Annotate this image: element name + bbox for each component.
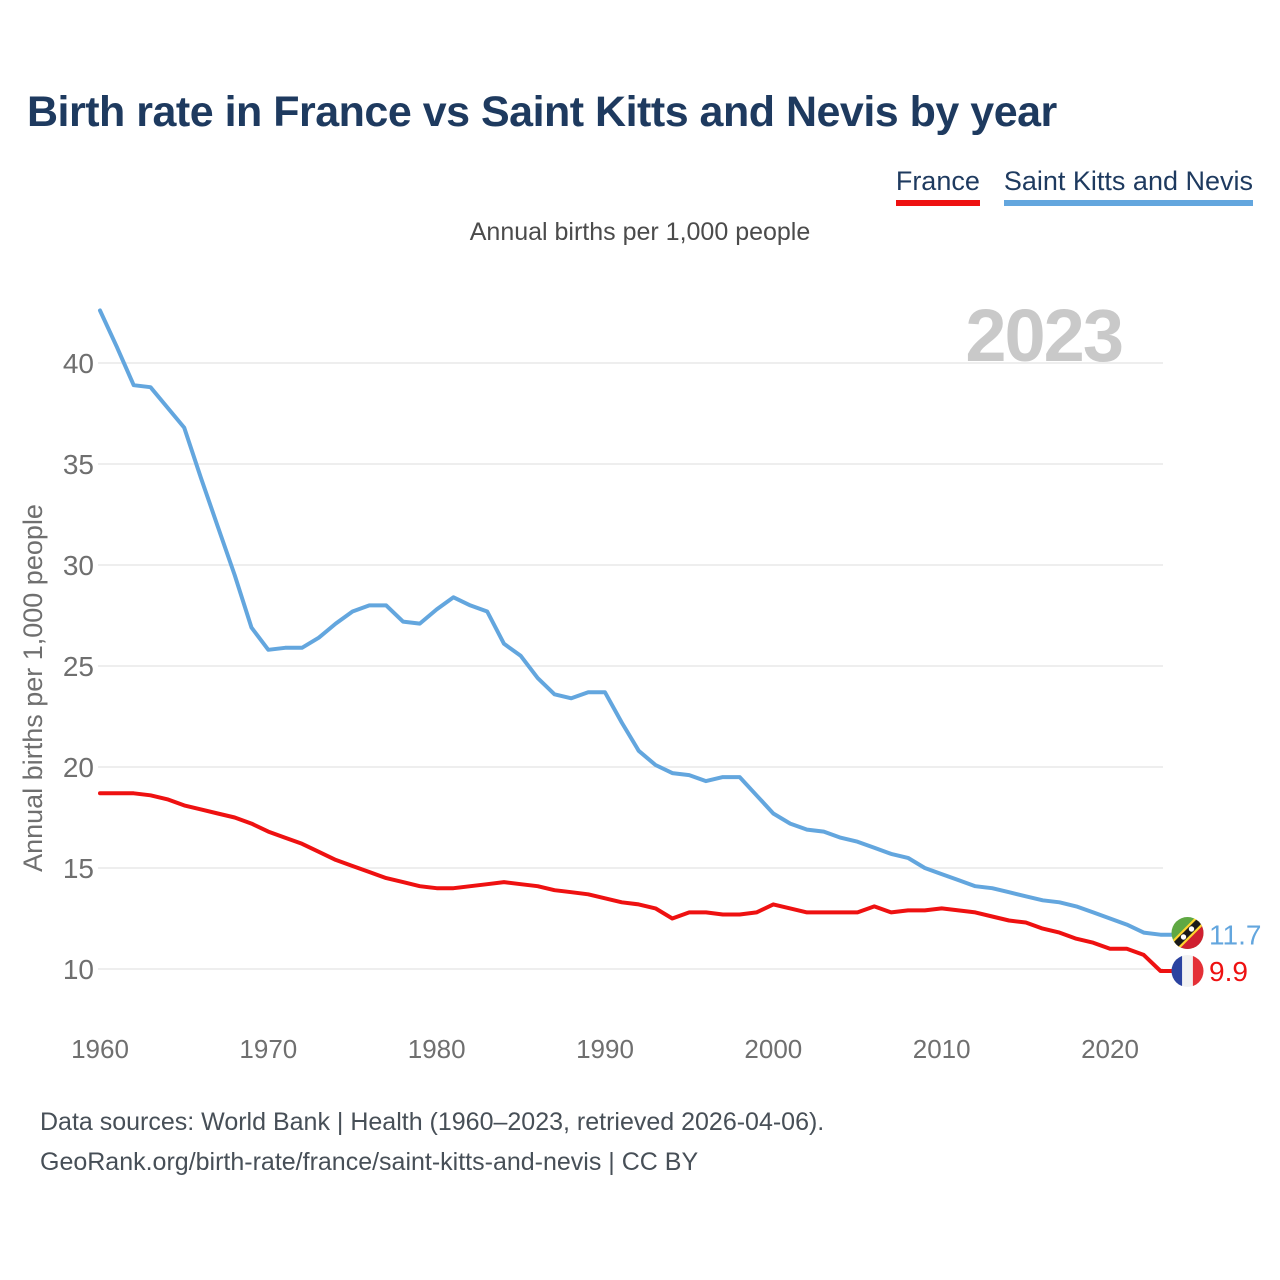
footer: Data sources: World Bank | Health (1960–…: [40, 1102, 824, 1182]
x-tick-label: 1980: [408, 1034, 466, 1064]
y-tick-label: 25: [63, 651, 94, 682]
chart-legend: France Saint Kitts and Nevis: [895, 166, 1253, 206]
series-lines: [98, 308, 1174, 973]
end-value-label-france: 9.9: [1209, 956, 1248, 987]
y-tick-label: 40: [63, 348, 94, 379]
france-flag-blue-stripe: [1171, 955, 1183, 987]
y-tick-label: 15: [63, 853, 94, 884]
footer-attribution: GeoRank.org/birth-rate/france/saint-kitt…: [40, 1148, 699, 1176]
series-line-saint-kitts-and-nevis: [98, 308, 1174, 937]
skn-flag-star: [1188, 926, 1195, 932]
skn-flag-star: [1180, 934, 1187, 940]
saint-kitts-and-nevis-flag-icon: [1171, 917, 1204, 949]
y-tick-label: 10: [63, 954, 94, 985]
series-line-france: [98, 791, 1174, 973]
gridlines: [98, 362, 1163, 970]
legend-item-france[interactable]: France: [895, 166, 980, 206]
x-tick-label: 1990: [576, 1034, 634, 1064]
x-axis-ticks: 1960 1970 1980 1990 2000 2010 2020: [71, 1034, 1139, 1064]
y-axis-title: Annual births per 1,000 people: [18, 504, 48, 872]
y-tick-label: 30: [63, 550, 94, 581]
y-axis-ticks: 10 15 20 25 30 35 40: [63, 348, 94, 985]
end-value-label-saint-kitts-and-nevis: 11.7: [1209, 920, 1261, 951]
france-flag-icon: [1171, 955, 1204, 987]
y-tick-label: 35: [63, 449, 94, 480]
chart-title: Birth rate in France vs Saint Kitts and …: [27, 88, 1057, 136]
france-flag-white-stripe: [1182, 955, 1193, 987]
x-tick-label: 1960: [71, 1034, 129, 1064]
legend-item-saint-kitts-and-nevis[interactable]: Saint Kitts and Nevis: [1003, 166, 1253, 206]
chart-subtitle: Annual births per 1,000 people: [469, 218, 811, 246]
x-tick-label: 2000: [744, 1034, 802, 1064]
watermark-year: 2023: [965, 294, 1122, 377]
footer-data-sources: Data sources: World Bank | Health (1960–…: [40, 1108, 825, 1136]
france-flag-red-stripe: [1192, 955, 1204, 987]
y-tick-label: 20: [63, 752, 94, 783]
end-value-labels: 11.7 9.9: [1209, 920, 1261, 987]
x-tick-label: 1970: [239, 1034, 297, 1064]
x-tick-label: 2010: [913, 1034, 971, 1064]
x-tick-label: 2020: [1081, 1034, 1139, 1064]
